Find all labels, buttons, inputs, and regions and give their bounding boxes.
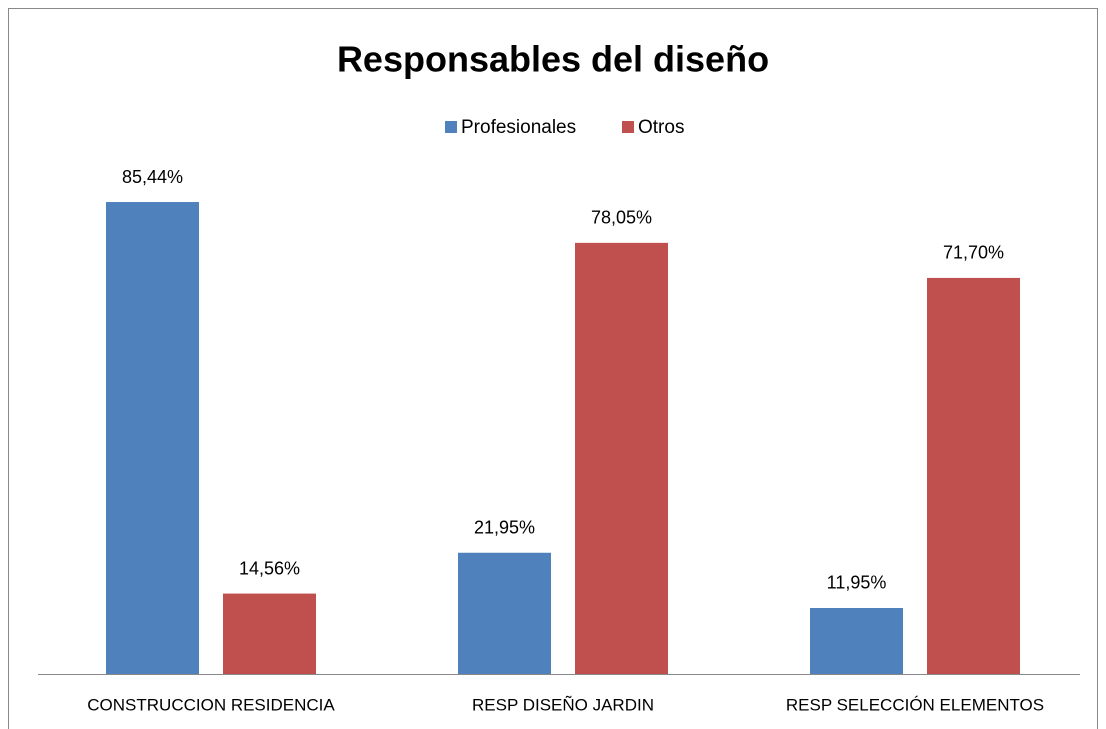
legend-label: Profesionales xyxy=(461,117,576,138)
bar xyxy=(458,552,551,674)
bar xyxy=(927,277,1020,674)
bar xyxy=(106,202,199,675)
data-label: 14,56% xyxy=(239,558,300,578)
data-label: 21,95% xyxy=(474,517,535,537)
bar xyxy=(810,607,903,674)
x-tick-label: CONSTRUCCION RESIDENCIA xyxy=(87,695,335,714)
data-label: 85,44% xyxy=(122,167,183,187)
legend-swatch xyxy=(445,121,457,133)
x-tick-label: RESP SELECCIÓN ELEMENTOS xyxy=(786,695,1044,714)
legend-label: Otros xyxy=(638,117,684,138)
data-label: 11,95% xyxy=(827,573,887,593)
legend-swatch xyxy=(622,121,634,133)
x-tick-label: RESP DISEÑO JARDIN xyxy=(472,695,654,714)
data-label: 78,05% xyxy=(591,208,652,228)
chart-title: Responsables del diseño xyxy=(337,39,769,80)
bar xyxy=(575,242,668,674)
data-label: 71,70% xyxy=(943,243,1004,263)
bar xyxy=(223,593,316,674)
